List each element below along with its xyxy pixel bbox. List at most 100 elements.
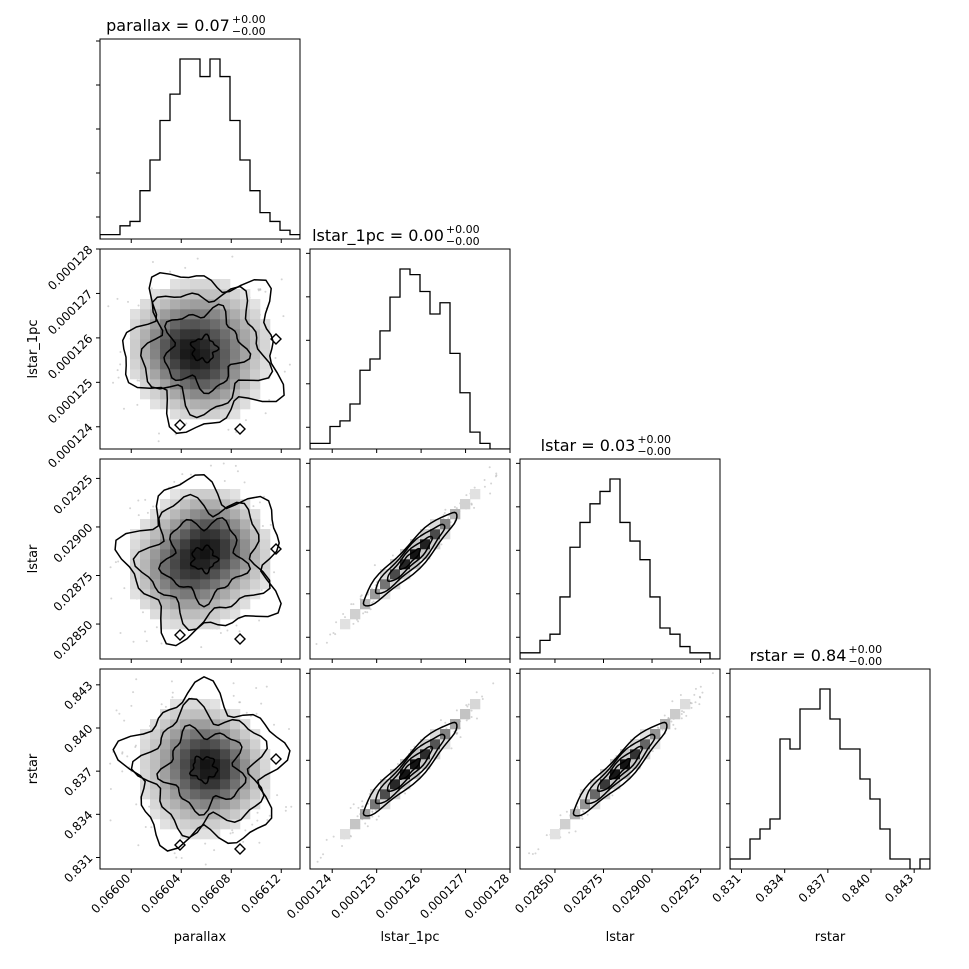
sample-point <box>465 704 468 707</box>
y-tick-label: 0.02875 <box>51 569 96 614</box>
sample-point <box>325 838 328 841</box>
contour-island <box>234 423 246 435</box>
density-cell <box>220 409 231 420</box>
density-cell <box>130 579 141 590</box>
sample-point <box>364 610 367 613</box>
density-cell <box>150 369 161 380</box>
density-cell <box>170 309 181 320</box>
x-tick-label: 0.02925 <box>658 871 703 916</box>
density-cell <box>460 709 471 720</box>
density-cell <box>230 309 241 320</box>
sample-point <box>288 363 291 366</box>
density-cell <box>210 329 221 340</box>
sample-point <box>352 803 355 806</box>
density-cell <box>150 539 161 550</box>
density-cell <box>160 769 171 780</box>
sample-point <box>136 379 139 382</box>
density-cell <box>230 739 241 750</box>
sample-point <box>443 512 446 515</box>
sample-point <box>372 600 375 603</box>
density-cell <box>160 509 171 520</box>
density-cell <box>410 539 421 550</box>
density-cell <box>220 739 231 750</box>
density-cell <box>130 349 141 360</box>
density-cell <box>160 589 171 600</box>
density-cell <box>200 359 211 370</box>
density-cell <box>130 329 141 340</box>
sample-point <box>204 842 207 845</box>
density-cell <box>230 489 241 500</box>
sample-point <box>209 464 212 467</box>
axes-frame <box>309 248 511 450</box>
density-cell <box>200 309 211 320</box>
density-cell <box>360 809 371 820</box>
x-tick-label: 0.02850 <box>512 871 557 916</box>
density-cell <box>340 619 351 630</box>
sample-point <box>475 691 478 694</box>
density-cell <box>210 389 221 400</box>
density-cell <box>200 379 211 390</box>
sample-point <box>173 480 176 483</box>
density-cell <box>390 779 401 790</box>
density-cell <box>200 789 211 800</box>
density-cell <box>130 339 141 350</box>
density-cell <box>200 559 211 570</box>
sample-point <box>373 564 376 567</box>
sample-point <box>116 369 119 372</box>
density-cell <box>240 719 251 730</box>
density-cell <box>190 339 201 350</box>
axes-frame <box>99 668 301 870</box>
sample-point <box>282 315 285 318</box>
sample-point <box>467 703 470 706</box>
sample-point <box>679 694 682 697</box>
sample-point <box>252 505 255 508</box>
density-cell <box>220 279 231 290</box>
density-cell <box>670 709 681 720</box>
density-cell <box>260 329 271 340</box>
density-cell <box>180 799 191 810</box>
x-axis-label: parallax <box>174 930 227 945</box>
sample-point <box>342 612 345 615</box>
sample-point <box>118 712 121 715</box>
sample-point <box>682 711 685 714</box>
density-cell <box>180 599 191 610</box>
sample-point <box>656 726 659 729</box>
density-cell <box>220 489 231 500</box>
sample-point <box>315 642 318 645</box>
density-cell <box>190 299 201 310</box>
sample-point <box>135 678 138 681</box>
density-cell <box>220 609 231 620</box>
density-cell <box>200 829 211 840</box>
density-cell <box>150 719 161 730</box>
density-cell <box>620 759 631 770</box>
sample-point <box>371 810 374 813</box>
density-cell <box>580 789 591 800</box>
density-cell <box>210 399 221 410</box>
density-cell <box>620 769 631 780</box>
sample-point <box>568 831 571 834</box>
density-cell <box>200 289 211 300</box>
axes-frame <box>729 668 931 870</box>
density-cell <box>190 549 201 560</box>
sample-point <box>473 486 476 489</box>
density-cell <box>180 719 191 730</box>
density-cell <box>160 789 171 800</box>
density-cell <box>240 509 251 520</box>
density-cell <box>220 819 231 830</box>
sample-point <box>273 723 276 726</box>
density-cell <box>180 819 191 830</box>
sample-point <box>235 624 238 627</box>
histogram-lstar_1pc <box>310 268 510 449</box>
density-cell <box>210 779 221 790</box>
sample-point <box>404 792 407 795</box>
sample-point <box>681 710 684 713</box>
sample-point <box>231 831 234 834</box>
sample-point <box>255 712 258 715</box>
density-cell <box>210 699 221 710</box>
density-cell <box>150 759 161 770</box>
density-cell <box>130 529 141 540</box>
contour-line <box>362 721 458 817</box>
density-cell <box>190 409 201 420</box>
